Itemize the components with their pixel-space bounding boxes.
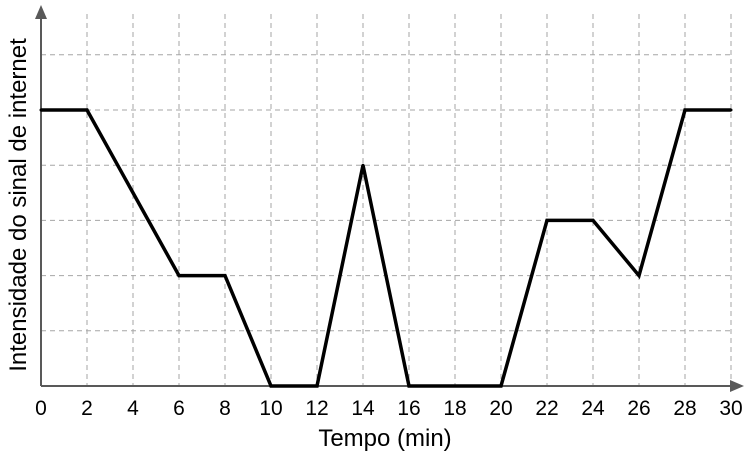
x-axis-label: Tempo (min)	[318, 425, 451, 452]
data-point	[683, 108, 687, 112]
data-point	[545, 218, 549, 222]
x-tick-label: 10	[259, 397, 282, 420]
series-layer	[39, 108, 733, 388]
data-point	[85, 108, 89, 112]
x-axis-arrow-icon	[730, 380, 744, 392]
data-point	[315, 384, 319, 388]
x-tick-label: 2	[81, 397, 93, 420]
x-tick-label: 16	[397, 397, 420, 420]
data-point	[499, 384, 503, 388]
x-tick-label: 20	[489, 397, 512, 420]
data-point	[591, 218, 595, 222]
x-tick-label: 12	[305, 397, 328, 420]
x-tick-label: 24	[581, 397, 605, 420]
data-point	[729, 108, 733, 112]
x-tick-labels: 0 2 4 6 8 10 12 14 16 18 20 22 24 26 28 30	[35, 397, 743, 420]
x-tick-label: 4	[127, 397, 139, 420]
data-point	[407, 384, 411, 388]
axes	[35, 5, 744, 392]
x-tick-label: 14	[351, 397, 375, 420]
x-tick-label: 30	[719, 397, 742, 420]
y-axis-arrow-icon	[35, 5, 47, 19]
data-point	[223, 274, 227, 278]
x-tick-label: 28	[673, 397, 696, 420]
x-tick-label: 26	[627, 397, 650, 420]
grid	[41, 14, 732, 386]
y-axis-label: Intensidade do sinal de internet	[5, 38, 32, 372]
x-tick-label: 6	[173, 397, 185, 420]
data-point	[637, 274, 641, 278]
x-tick-label: 0	[35, 397, 47, 420]
data-point	[361, 163, 365, 167]
data-point	[39, 108, 43, 112]
x-tick-label: 22	[535, 397, 558, 420]
x-tick-label: 18	[443, 397, 466, 420]
series-line	[41, 108, 731, 388]
data-point	[177, 274, 181, 278]
data-point	[269, 384, 273, 388]
x-tick-label: 8	[219, 397, 231, 420]
